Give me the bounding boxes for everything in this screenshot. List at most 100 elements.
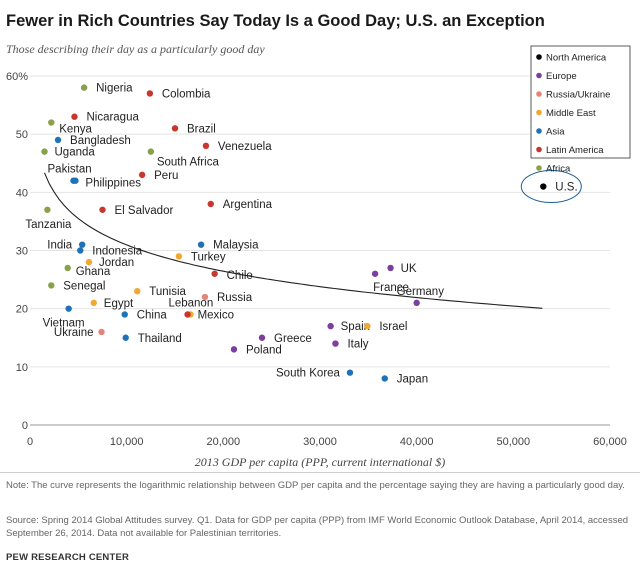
point-label: Turkey [191,251,226,263]
point-kenya [48,119,55,126]
point-label: Pakistan [48,164,92,176]
point-el-salvador [99,206,106,213]
legend-marker [536,109,542,116]
point-label: Mexico [198,309,234,321]
point-jordan [85,258,93,266]
point-label: Malaysia [213,240,259,252]
y-tick-label: 10 [16,362,28,374]
legend-label: North America [546,53,607,64]
point-label: Senegal [63,280,105,292]
point-label: France [373,282,409,294]
point-germany [413,299,420,307]
point-thailand [122,334,129,341]
point-label: Nicaragua [86,112,139,124]
y-tick-label: 40 [16,187,28,199]
point-south-korea [346,369,354,376]
point-india [79,241,86,248]
credit: PEW RESEARCH CENTER [6,552,130,563]
point-label: Venezuela [218,141,272,153]
point-label: U.S. [555,182,577,194]
point-france [371,270,379,277]
x-tick-label: 10,000 [110,436,144,448]
point-label: China [137,309,168,321]
point-uk [387,264,394,272]
legend-label: Africa [546,164,571,175]
y-tick-label: 30 [16,246,28,258]
point-label: El Salvador [115,205,174,217]
x-axis-label: 2013 GDP per capita (PPP, current intern… [195,455,445,469]
point-venezuela [202,142,210,149]
trend-curve [43,172,543,309]
point-greece [258,334,266,341]
point-label: Tunisia [149,286,186,298]
x-tick-label: 40,000 [400,436,434,448]
point-uganda [41,148,48,155]
point-poland [230,346,238,353]
x-tick-label: 60,000 [593,436,627,448]
point-label: Argentina [223,199,273,211]
chart-source: Source: Spring 2014 Global Attitudes sur… [6,515,629,539]
point-colombia [146,90,154,97]
point-label: South Africa [157,157,220,169]
point-label: Thailand [138,333,182,345]
point-label: Japan [397,373,428,385]
point-russia [201,293,209,301]
point-label: Germany [397,286,445,298]
point-label: Vietnam [43,318,85,330]
point-turkey [175,253,183,260]
legend-label: Europe [546,71,577,82]
point-label: Russia [217,292,253,304]
legend-box [530,45,631,159]
point-label: Ukraine [54,327,94,339]
divider [0,472,640,473]
point-label: Italy [347,339,368,351]
legend-label: Russia/Ukraine [546,90,610,101]
legend-marker [536,91,542,97]
point-egypt [90,299,98,307]
point-label: Lebanon [168,297,213,309]
legend-marker [536,146,542,153]
point-label: Chile [227,270,253,282]
legend-marker [536,165,542,171]
legend-label: Latin America [546,145,604,156]
x-tick-label: 50,000 [497,436,531,448]
point-brazil [171,125,179,132]
point-tanzania [44,206,51,213]
chart-subtitle: Those describing their day as a particul… [6,42,265,56]
legend-marker [536,128,542,134]
chart-note: Note: The curve represents the logarithm… [6,480,625,491]
point-label: Philippines [85,178,141,190]
y-tick-label: 0 [22,420,28,432]
point-nicaragua [71,113,78,120]
point-ukraine [98,328,105,336]
point-chile [211,270,218,277]
legend-label: Middle East [546,108,596,119]
point-vietnam [65,305,72,312]
point-senegal [48,282,55,289]
point-bangladesh [54,136,62,144]
point-nigeria [80,84,88,91]
point-label: Kenya [59,124,92,136]
point-label: South Korea [276,368,341,380]
point-south-africa [147,148,155,155]
point-label: Ghana [76,266,111,278]
point-argentina [207,200,214,208]
point-label: Peru [154,170,178,182]
point-indonesia [77,247,84,254]
point-label: Bangladesh [70,135,131,147]
scatter-chart: 0 10 20 30 40 50 60% 0 10,000 20,000 30,000 40,000 5… [6,45,631,469]
point-italy [332,340,339,347]
point-tunisia [134,288,141,295]
point-label: Colombia [162,88,211,100]
point-label: Jordan [99,257,134,269]
chart-title: Fewer in Rich Countries Say Today Is a G… [6,12,545,30]
legend-marker [536,54,542,60]
point-peru [138,171,146,179]
point-label: India [47,240,73,252]
us-highlight-ellipse [520,170,582,204]
point-spain [327,322,334,330]
point-label: Israel [379,321,407,333]
point-label: Nigeria [96,83,133,95]
point-label: UK [401,263,417,275]
point-label: Tanzania [25,219,72,231]
